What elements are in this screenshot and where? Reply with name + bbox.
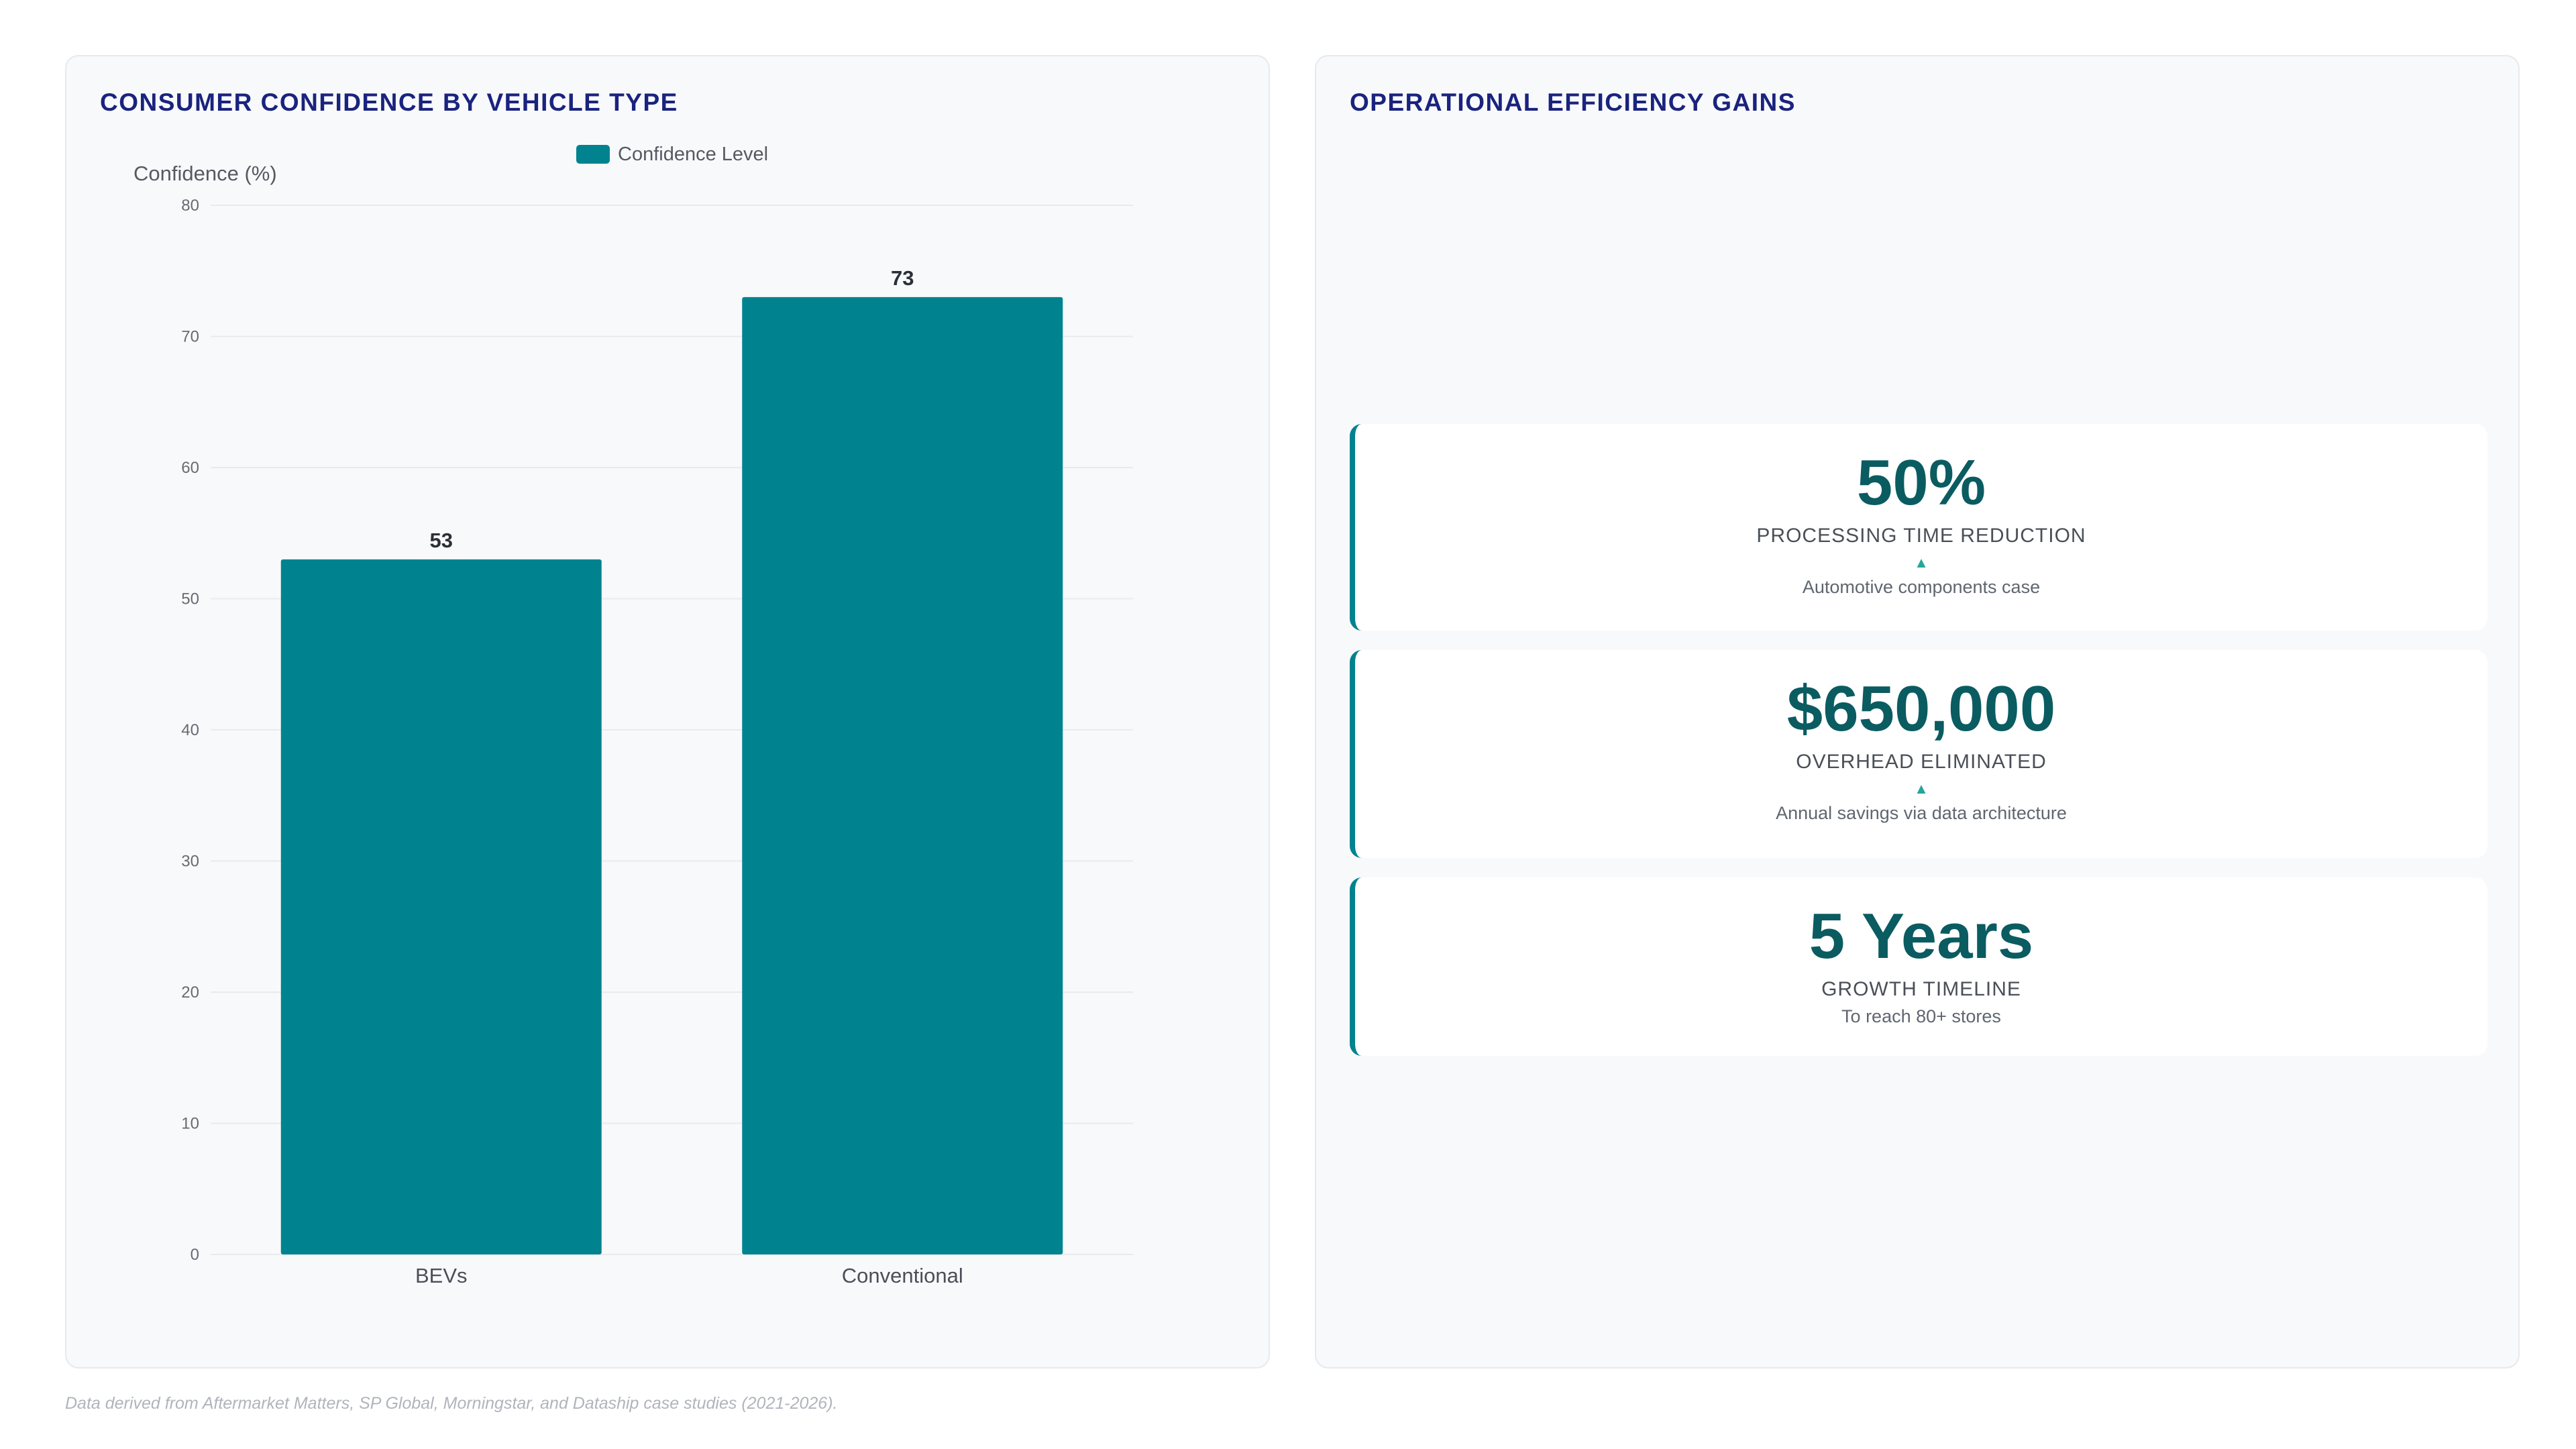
bar-conventional [742, 297, 1063, 1255]
y-tick-label: 10 [181, 1115, 199, 1133]
bar-chart: 0 10 20 30 40 50 60 70 80 Confidence (%) Confidenc… [133, 144, 1133, 1287]
bar-bevs [280, 559, 602, 1254]
kpi-value: 50% [1856, 447, 1986, 519]
kpi-card-overhead: $650,000 OVERHEAD ELIMINATED ▲ Annual sa… [1350, 650, 2487, 858]
chart-panel-title: CONSUMER CONFIDENCE BY VEHICLE TYPE [100, 89, 678, 116]
kpi-card-growth-timeline: 5 Years GROWTH TIMELINE To reach 80+ sto… [1350, 877, 2487, 1056]
kpi-note: Annual savings via data architecture [1776, 803, 2067, 823]
y-tick-label: 20 [181, 983, 199, 1002]
kpi-label: GROWTH TIMELINE [1821, 978, 2021, 1000]
kpi-value: 5 Years [1809, 900, 2034, 972]
data-source-footnote: Data derived from Aftermarket Matters, S… [65, 1394, 838, 1413]
up-arrow-icon: ▲ [1914, 780, 1929, 797]
chart-panel: CONSUMER CONFIDENCE BY VEHICLE TYPE 0 10 2… [65, 55, 1270, 1368]
y-tick-label: 60 [181, 459, 199, 477]
bar-value-label: 53 [430, 529, 453, 552]
kpi-value: $650,000 [1786, 673, 2056, 745]
y-tick-label: 30 [181, 853, 199, 871]
up-arrow-icon: ▲ [1914, 554, 1929, 571]
kpi-panel: OPERATIONAL EFFICIENCY GAINS 50% PROCESS… [1315, 55, 2520, 1368]
x-tick-label: Conventional [842, 1264, 963, 1287]
kpi-note: Automotive components case [1802, 577, 2041, 597]
kpi-label: OVERHEAD ELIMINATED [1796, 751, 2047, 773]
kpi-label: PROCESSING TIME REDUCTION [1756, 525, 2086, 547]
kpi-panel-title: OPERATIONAL EFFICIENCY GAINS [1350, 89, 1796, 116]
x-tick-label: BEVs [415, 1264, 468, 1287]
kpi-card-processing-time: 50% PROCESSING TIME REDUCTION ▲ Automoti… [1350, 424, 2487, 631]
y-tick-label: 80 [181, 197, 199, 215]
legend-label: Confidence Level [618, 144, 768, 165]
legend-swatch [576, 145, 610, 164]
bar-value-label: 73 [891, 266, 914, 290]
kpi-note: To reach 80+ stores [1841, 1006, 2001, 1026]
y-tick-label: 70 [181, 328, 199, 346]
y-tick-label: 0 [191, 1246, 199, 1264]
y-tick-label: 40 [181, 721, 199, 739]
y-tick-label: 50 [181, 590, 199, 608]
y-axis-label: Confidence (%) [133, 162, 277, 185]
